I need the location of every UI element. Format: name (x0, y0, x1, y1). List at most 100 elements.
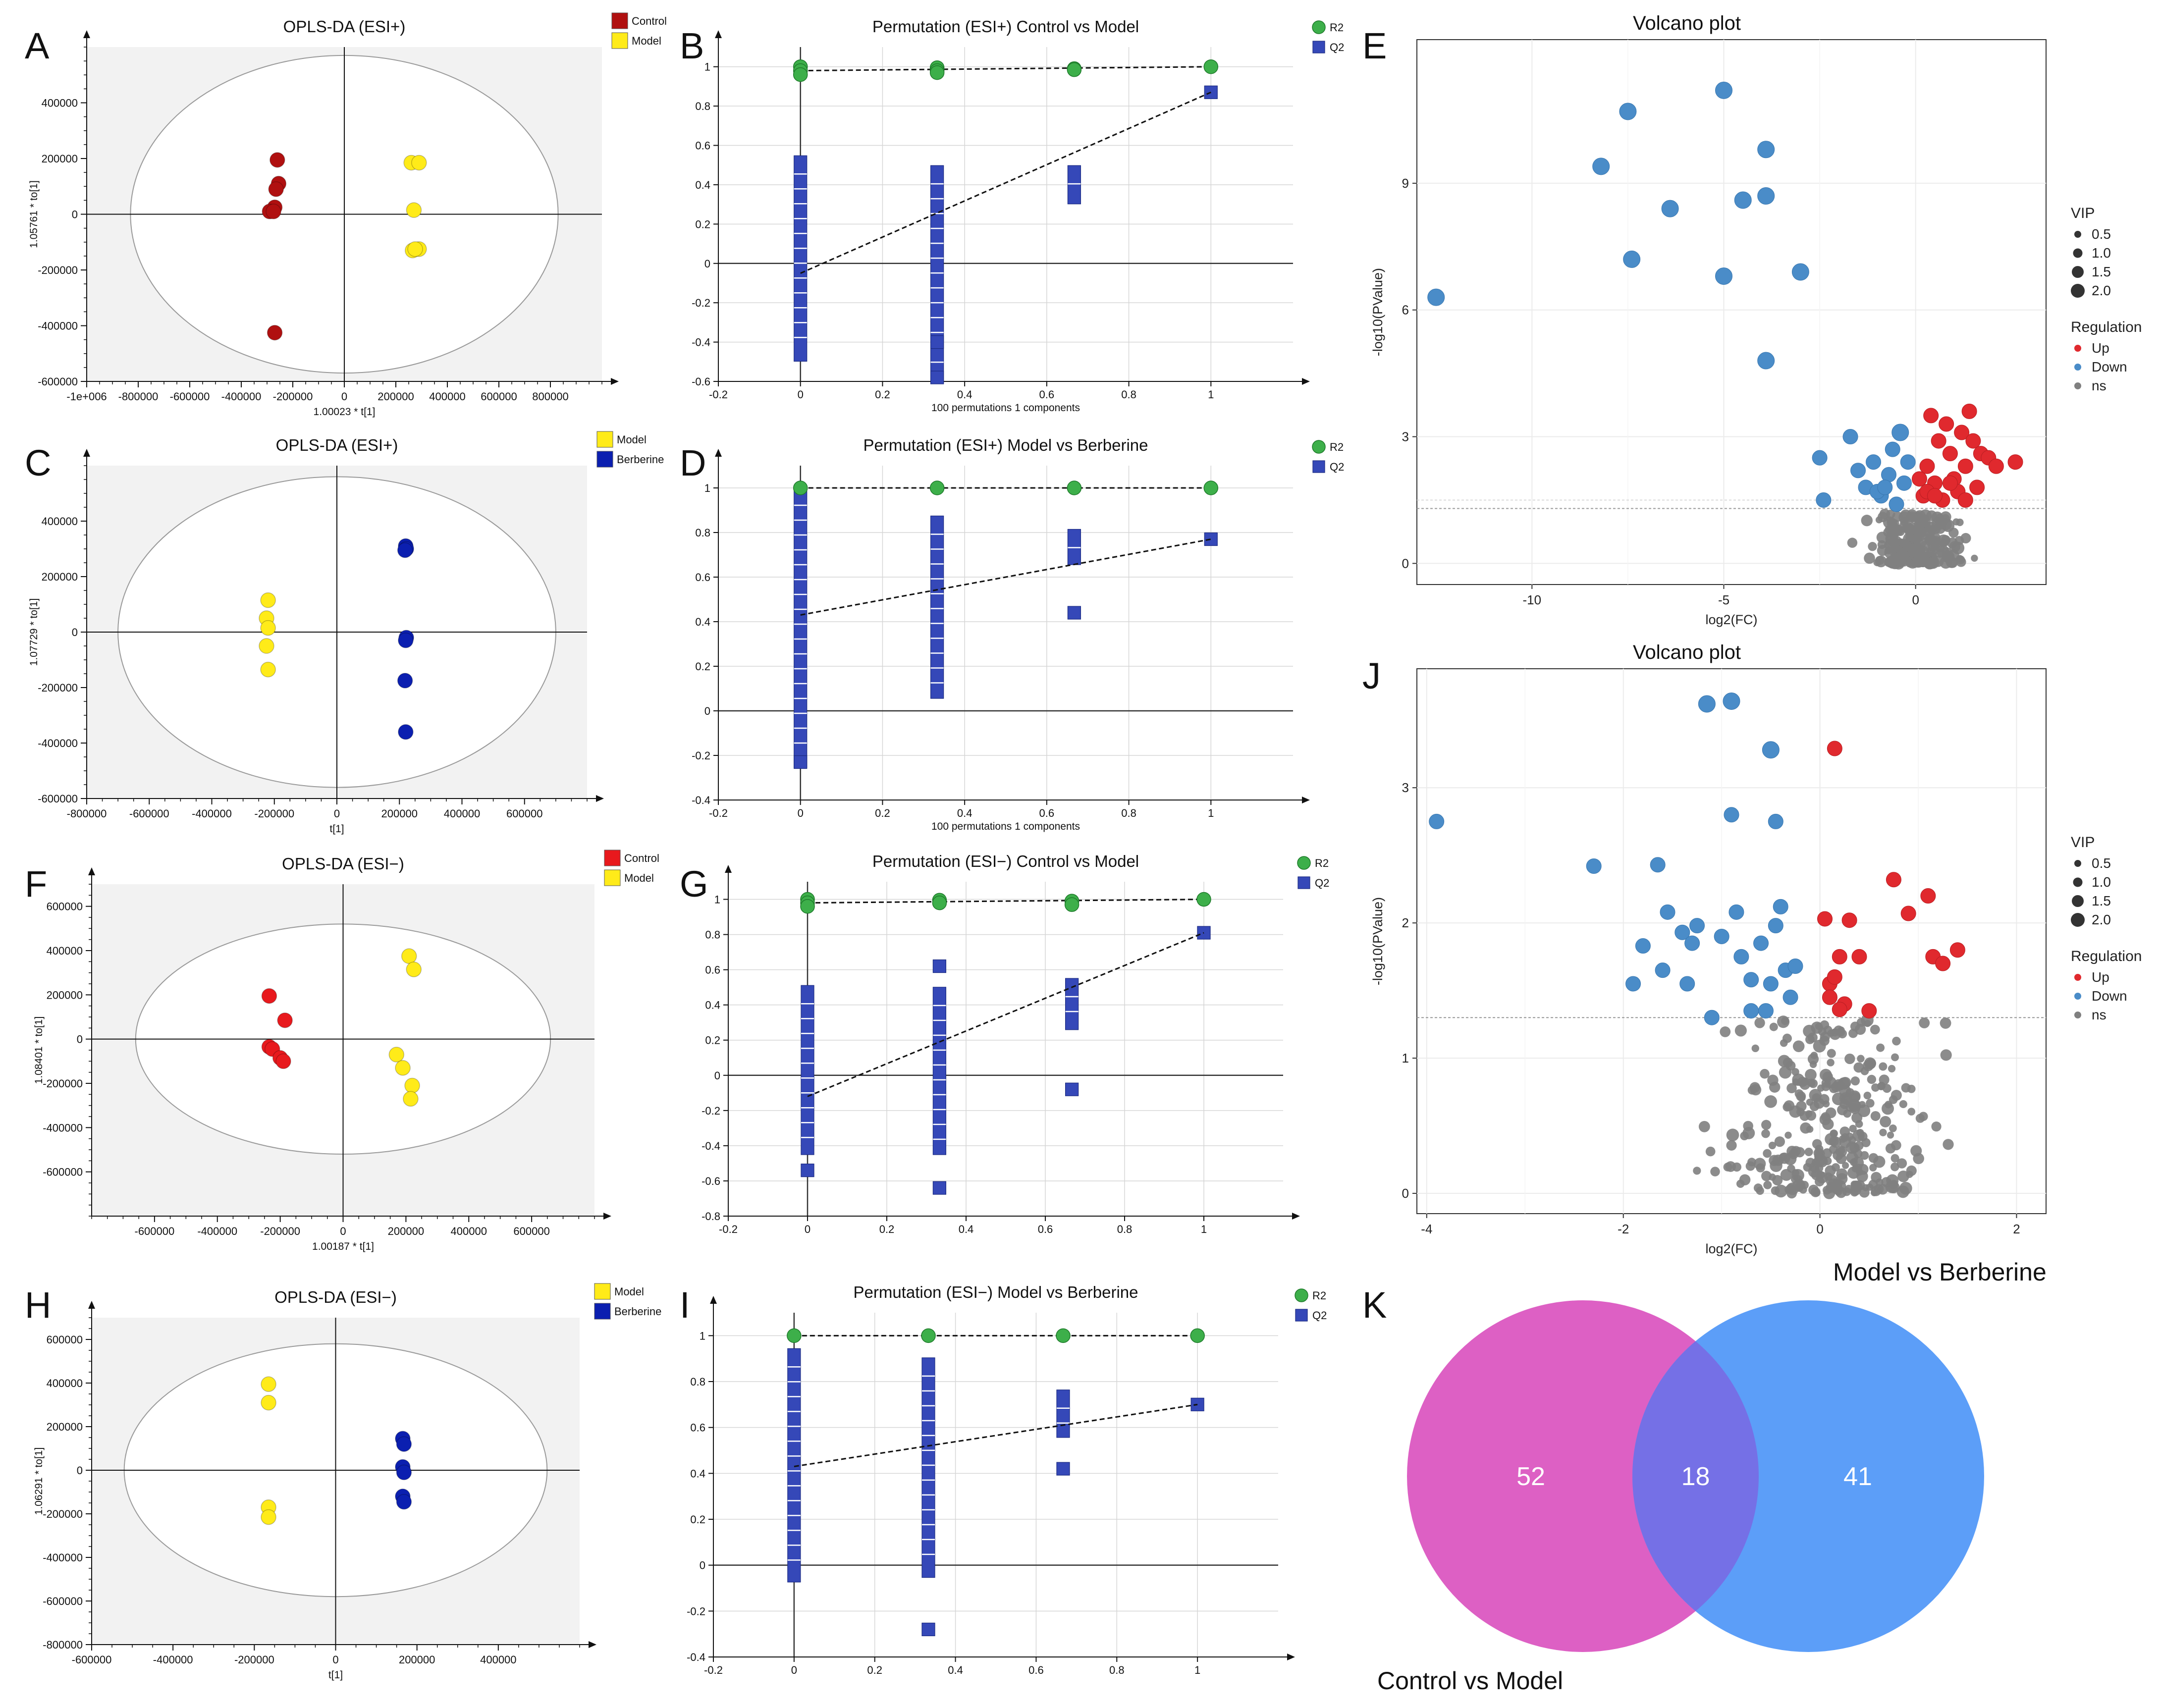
legend-label-berberine: Berberine (614, 1305, 661, 1318)
y-tick-label: 0 (1402, 556, 1409, 571)
down-regulated-point (1723, 693, 1740, 710)
up-regulated-point (1931, 433, 1946, 449)
ns-point (1797, 1093, 1806, 1102)
y-tick-label: -800000 (43, 1639, 83, 1651)
ns-point (1857, 1055, 1865, 1063)
ns-point (1817, 1084, 1825, 1092)
ns-point (1864, 552, 1875, 564)
score-point-control (275, 1053, 291, 1069)
q2-point (1190, 1397, 1204, 1411)
up-regulated-point (1957, 458, 1973, 474)
down-regulated-point (1743, 1003, 1759, 1019)
down-regulated-point (1768, 813, 1783, 829)
vip-legend-label: 1.0 (2092, 245, 2111, 261)
r2-point (1056, 1328, 1071, 1343)
q2-permutation-stack (794, 155, 808, 362)
ns-point (1876, 1043, 1885, 1052)
y-tick-label: 200000 (42, 153, 78, 165)
score-point-berberine (397, 542, 413, 558)
score-point-control (277, 1012, 293, 1028)
x-tick-label: 0.8 (1121, 388, 1136, 401)
ns-point (1849, 1103, 1860, 1115)
vip-legend-title: VIP (2071, 834, 2095, 851)
r2-point (1064, 897, 1080, 912)
ns-point (1763, 1149, 1772, 1158)
y-tick-label: -0.2 (692, 749, 710, 762)
legend-swatch-r2 (1295, 1288, 1308, 1302)
chart-title: OPLS-DA (ESI−) (282, 854, 404, 873)
ns-point (1782, 1033, 1792, 1043)
y-tick-label: -600000 (43, 1166, 83, 1178)
r2-point (1203, 480, 1219, 495)
ns-point (1812, 1139, 1822, 1149)
y-axis-arrow (710, 1296, 717, 1304)
r2-point (800, 899, 815, 914)
legend-swatch-control (611, 12, 628, 29)
ns-point (1786, 1083, 1797, 1094)
ns-point (1779, 1152, 1790, 1164)
down-regulated-point (1850, 463, 1866, 479)
ns-point (1889, 1124, 1897, 1132)
y-tick-label: -400000 (43, 1121, 83, 1134)
ns-point (1879, 1128, 1887, 1136)
q2-point (801, 1164, 814, 1177)
r2-point (1196, 892, 1211, 907)
ns-point (1892, 1036, 1901, 1046)
score-point-berberine (396, 1464, 412, 1481)
y-tick-label: 1 (1402, 1051, 1409, 1066)
score-point-berberine (398, 724, 414, 740)
score-point-berberine (397, 673, 413, 689)
x-tick-label: 0.6 (1028, 1664, 1044, 1676)
ns-point (1936, 542, 1945, 552)
x-axis-label: log2(FC) (1705, 612, 1757, 627)
legend-label-q2: Q2 (1330, 41, 1344, 53)
ns-point (1790, 1146, 1801, 1156)
q2-point (1065, 1082, 1079, 1096)
ns-point (1878, 512, 1888, 523)
ns-point (1797, 1076, 1808, 1087)
up-regulated-point (1939, 416, 1954, 432)
legend-label-r2: R2 (1315, 857, 1329, 869)
y-tick-label: 3 (1402, 780, 1409, 795)
y-tick-label: -0.4 (692, 336, 710, 349)
q2-point (1204, 532, 1218, 546)
x-tick-label: 0.4 (957, 807, 972, 819)
down-regulated-point (1842, 429, 1858, 445)
ns-point (1806, 1125, 1814, 1133)
ns-point (1856, 1129, 1864, 1137)
y-tick-label: -0.4 (687, 1651, 705, 1663)
down-regulated-point (1889, 496, 1904, 512)
x-tick-label: -1e+006 (66, 390, 107, 403)
ns-point (1705, 1146, 1716, 1157)
q2-regression-line (794, 1403, 1198, 1467)
ns-point (1856, 1171, 1868, 1182)
ns-point (1805, 1110, 1813, 1118)
ns-point (1843, 1109, 1852, 1118)
y-tick-label: 0 (72, 209, 78, 221)
down-regulated-point (1757, 141, 1775, 159)
y-axis-label: 1.08401 * to[1] (33, 1016, 45, 1084)
ns-point (1787, 1164, 1795, 1173)
regulation-legend-label: ns (2092, 1007, 2106, 1022)
venn-count-berberine-only: 41 (1843, 1462, 1872, 1491)
ns-point (1851, 1180, 1863, 1192)
ns-point (1940, 556, 1952, 569)
q2-point (930, 371, 944, 384)
ns-point (1895, 545, 1904, 554)
y-tick-label: 1 (704, 482, 710, 494)
y-tick-label: -600000 (38, 375, 78, 388)
x-tick-label: 600000 (513, 1225, 549, 1237)
vip-legend-dot (2073, 877, 2083, 887)
ns-point (1888, 1065, 1896, 1072)
ns-point (1882, 1084, 1891, 1093)
ns-point (1807, 1053, 1819, 1065)
y-axis-label: -log10(PValue) (1370, 897, 1385, 985)
up-regulated-point (1920, 888, 1936, 904)
ns-point (1890, 524, 1902, 536)
r2-point (1067, 480, 1082, 495)
panel-label-a: A (25, 25, 50, 66)
ns-point (1822, 1100, 1830, 1108)
up-regulated-point (1911, 471, 1927, 487)
regulation-legend-dot (2074, 364, 2081, 371)
y-axis-label: 1.07729 * to[1] (28, 598, 40, 666)
